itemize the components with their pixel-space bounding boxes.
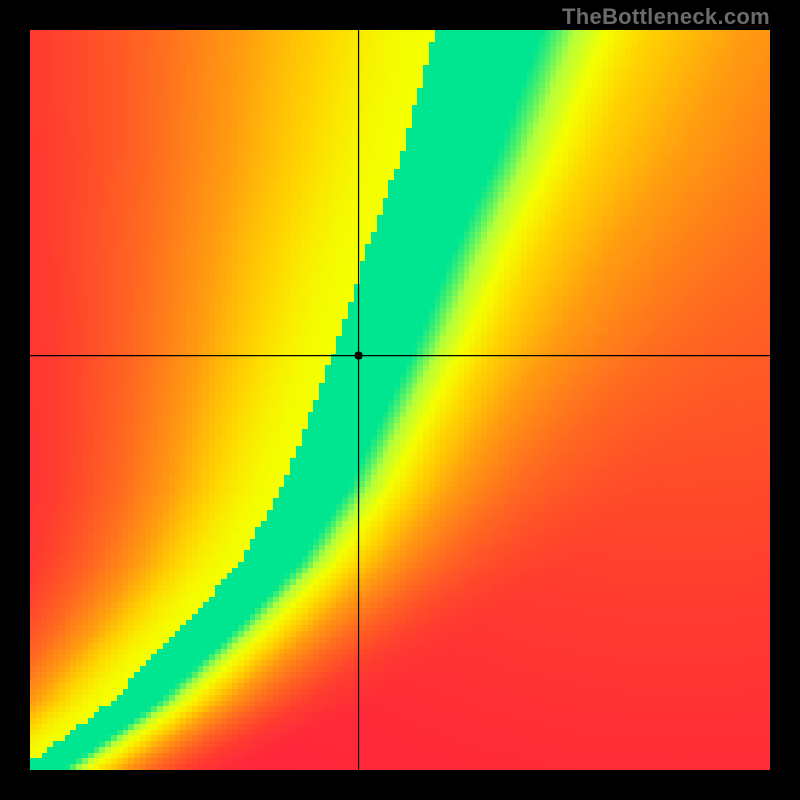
- watermark-text: TheBottleneck.com: [562, 4, 770, 30]
- bottleneck-heatmap: [0, 0, 800, 800]
